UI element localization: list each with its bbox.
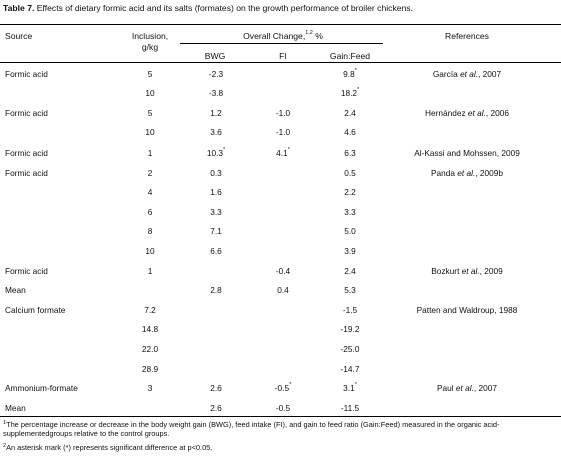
cell-reference: García et al., 2007 [432, 69, 502, 79]
cell-fi: -0.5 [275, 403, 291, 413]
header-bwg: BWG [204, 51, 226, 61]
cell-inclusion: 7.2 [144, 305, 156, 315]
cell-inclusion: 3 [147, 383, 153, 393]
header-bottom-rule [0, 62, 561, 63]
cell-source: Formic acid [5, 148, 48, 158]
cell-inclusion: 5 [147, 108, 153, 118]
cell-gain-feed: 5.3 [344, 285, 356, 295]
cell-bwg: -3.8 [208, 88, 224, 98]
cell-bwg: 1.6 [210, 187, 222, 197]
footnote-2-mark: 2 [3, 443, 7, 449]
cell-fi: -0.5* [274, 382, 292, 393]
cell-bwg: 2.6 [210, 403, 222, 413]
cell-source: Formic acid [5, 108, 48, 118]
cell-gain-feed: 2.4 [344, 108, 356, 118]
cell-inclusion: 2 [147, 168, 153, 178]
cell-gain-feed: -25.0 [340, 344, 360, 354]
table-caption-label: Table 7. [3, 3, 35, 13]
cell-source: Calcium formate [5, 305, 66, 315]
footnote-1-cont: supplementedgroups relative to the contr… [3, 429, 170, 438]
header-overall-text: Overall Change, [243, 31, 306, 41]
cell-gain-feed: 6.3 [344, 148, 356, 158]
header-overall-unit: % [312, 31, 323, 41]
table-caption-text: Effects of dietary formic acid and its s… [34, 3, 413, 13]
cell-gain-feed: 4.6 [344, 127, 356, 137]
cell-source: Formic acid [5, 168, 48, 178]
cell-inclusion: 10 [145, 88, 155, 98]
cell-gain-feed: -11.5 [340, 403, 360, 413]
footnote-1: 1The percentage increase or decrease in … [3, 420, 499, 429]
cell-inclusion: 22.0 [141, 344, 159, 354]
cell-source: Mean [5, 403, 26, 413]
cell-fi: -1.0 [275, 108, 291, 118]
cell-gain-feed: 3.1* [343, 382, 357, 393]
cell-bwg: 1.2 [210, 108, 222, 118]
footnote-2-text: An asterisk mark (*) represents signific… [6, 443, 213, 452]
footnote-2: 2An asterisk mark (*) represents signifi… [3, 443, 212, 452]
cell-gain-feed: -14.7 [340, 364, 360, 374]
cell-inclusion: 5 [147, 69, 153, 79]
header-gain-feed: Gain:Feed [329, 51, 371, 61]
cell-bwg: 3.6 [210, 127, 222, 137]
cell-inclusion: 10 [145, 127, 155, 137]
header-fi: FI [279, 51, 287, 61]
cell-inclusion: 8 [147, 226, 153, 236]
cell-gain-feed: 9.8* [343, 68, 357, 79]
table-bottom-rule [0, 416, 561, 417]
cell-gain-feed: 3.3 [344, 207, 356, 217]
header-inclusion-line1: Inclusion, [131, 31, 169, 41]
cell-gain-feed: 5.0 [344, 226, 356, 236]
cell-bwg: 6.6 [210, 246, 222, 256]
cell-gain-feed: -1.5 [342, 305, 358, 315]
cell-inclusion: 6 [147, 207, 153, 217]
header-overall-sup: 1,2 [305, 30, 313, 36]
cell-bwg: 10.3* [206, 147, 226, 158]
cell-inclusion: 4 [147, 187, 153, 197]
cell-inclusion: 28.9 [141, 364, 159, 374]
cell-bwg: -2.3 [208, 69, 224, 79]
cell-reference: Al-Kassi and Mohssen, 2009 [414, 148, 520, 158]
table-top-rule [0, 24, 561, 25]
cell-fi: 4.1* [276, 147, 290, 158]
cell-bwg: 2.6 [210, 383, 222, 393]
cell-gain-feed: 2.4 [344, 266, 356, 276]
header-references: References [445, 31, 489, 41]
header-subrule [180, 43, 383, 44]
cell-bwg: 2.8 [210, 285, 222, 295]
cell-source: Formic acid [5, 266, 48, 276]
cell-gain-feed: 18.2* [340, 87, 360, 98]
cell-reference: Panda et al., 2009b [431, 168, 503, 178]
cell-fi: -0.4 [275, 266, 291, 276]
cell-gain-feed: 0.5 [344, 168, 356, 178]
cell-inclusion: 1 [147, 266, 153, 276]
cell-reference: Patten and Waldroup, 1988 [416, 305, 518, 315]
cell-fi: 0.4 [277, 285, 289, 295]
cell-gain-feed: 2.2 [344, 187, 356, 197]
cell-fi: -1.0 [275, 127, 291, 137]
cell-bwg: 0.3 [210, 168, 222, 178]
cell-gain-feed: -19.2 [340, 324, 360, 334]
cell-gain-feed: 3.9 [344, 246, 356, 256]
cell-source: Mean [5, 285, 26, 295]
cell-inclusion: 10 [145, 246, 155, 256]
header-overall-change: Overall Change,1,2 % [243, 30, 323, 41]
cell-bwg: 3.3 [210, 207, 222, 217]
cell-bwg: 7.1 [210, 226, 222, 236]
footnote-1-mark: 1 [3, 420, 7, 426]
cell-reference: Hernández et al., 2006 [425, 108, 509, 118]
footnote-1-line1: The percentage increase or decrease in t… [6, 420, 500, 429]
cell-source: Formic acid [5, 69, 48, 79]
cell-source: Ammonium-formate [5, 383, 78, 393]
table-caption: Table 7. Effects of dietary formic acid … [3, 3, 413, 13]
header-inclusion-line2: g/kg [141, 42, 159, 52]
cell-inclusion: 14.8 [141, 324, 159, 334]
cell-reference: Paul et al., 2007 [437, 383, 497, 393]
cell-reference: Bozkurt et al., 2009 [431, 266, 503, 276]
header-source: Source [5, 31, 33, 41]
cell-inclusion: 1 [147, 148, 153, 158]
